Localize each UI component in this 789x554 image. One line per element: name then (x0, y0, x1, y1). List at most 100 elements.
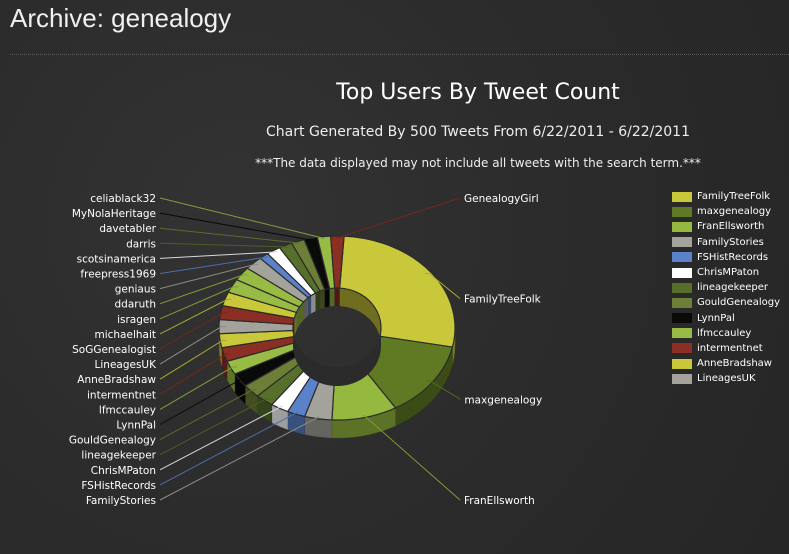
leader-line-fshist-records (159, 411, 299, 486)
legend-label: ChrisMPaton (697, 267, 760, 279)
legend-item-lineages-uk: LineagesUK (672, 371, 780, 386)
slice-label-lynn-pal: LynnPal (116, 420, 156, 432)
legend-swatch (672, 206, 692, 217)
slice-label-freepress1969: freepress1969 (80, 269, 156, 281)
slice-label-celiablack32: celiablack32 (90, 193, 156, 205)
legend-item-family-tree-folk: FamilyTreeFolk (672, 189, 780, 204)
legend-item-fshist-records: FSHistRecords (672, 250, 780, 265)
slice-labels: GenealogyGirl FamilyTreeFolk maxgenealogy F… (69, 193, 542, 507)
legend-label: FSHistRecords (697, 251, 769, 263)
legend-item-lineagekeeper: lineagekeeper (672, 280, 780, 295)
slice-inner-my-nola-heritage (324, 288, 330, 308)
slice-label-intermentnet: intermentnet (87, 389, 156, 401)
slice-family-tree-folk (338, 235, 456, 348)
leader-line-anne-bradshaw (159, 339, 228, 380)
slice-label-lfmccauley: lfmccauley (99, 404, 156, 416)
legend-label: lfmccauley (697, 327, 752, 339)
slice-label-my-nola-heritage: MyNolaHeritage (72, 208, 156, 220)
pie-slices (218, 235, 456, 421)
legend-label: GouldGenealogy (697, 297, 781, 309)
leader-line-isragen (159, 286, 239, 320)
slice-inner-celiablack32 (329, 288, 335, 307)
slice-label-so-ggenealogist: SoGGenealogist (72, 344, 156, 356)
legend-swatch (672, 252, 692, 263)
leader-line-intermentnet (159, 353, 231, 395)
slice-inner-davetabler (320, 289, 325, 310)
pie-side-walls (218, 327, 456, 439)
slice-genealogy-girl (330, 235, 345, 289)
legend-swatch (672, 358, 692, 369)
leader-line-darris (159, 242, 289, 248)
leader-line-lineages-uk (159, 326, 227, 365)
leader-line-family-tree-folk (425, 272, 461, 300)
title-divider (10, 54, 789, 55)
slice-inner-isragen (296, 306, 300, 331)
leader-line-so-ggenealogist (159, 312, 228, 350)
leader-line-genealogy-girl (336, 197, 461, 239)
legend-item-fran-ellsworth: FranEllsworth (672, 219, 780, 234)
leader-line-geniaus (159, 263, 259, 290)
legend-label: AnneBradshaw (697, 358, 772, 370)
slice-label-davetabler: davetabler (99, 223, 156, 235)
leader-line-scotsinamerica (159, 251, 278, 259)
legend-label: FamilyTreeFolk (697, 191, 771, 203)
leader-line-my-nola-heritage (159, 212, 313, 241)
slice-label-michaelhait: michaelhait (94, 329, 156, 341)
legend-swatch (672, 297, 692, 308)
legend-label: intermentnet (697, 342, 763, 354)
legend-label: LynnPal (697, 312, 735, 324)
leader-line-davetabler (159, 227, 301, 244)
slice-label-fran-ellsworth: FranEllsworth (464, 495, 535, 507)
legend-item-lynn-pal: LynnPal (672, 311, 780, 326)
slice-inner-darris (315, 291, 321, 312)
slice-inner-scotsinamerica (311, 293, 316, 314)
slice-label-gould-genealogy: GouldGenealogy (69, 435, 156, 447)
slice-inner-freepress1969 (308, 295, 312, 316)
slice-label-maxgenealogy: maxgenealogy (464, 394, 542, 406)
legend-item-family-stories: FamilyStories (672, 235, 780, 250)
slice-label-genealogy-girl: GenealogyGirl (464, 193, 539, 205)
slice-label-darris: darris (126, 238, 156, 250)
leader-line-gould-genealogy (159, 389, 257, 441)
slice-inner-ddaruth (299, 302, 304, 325)
leader-line-lineagekeeper (159, 398, 269, 456)
leader-line-chris-mpaton (159, 406, 284, 471)
legend-swatch (672, 328, 692, 339)
slice-label-chris-mpaton: ChrisMPaton (91, 465, 156, 477)
chart-legend: FamilyTreeFolk maxgenealogy FranEllsworth F… (672, 189, 780, 386)
legend-label: LineagesUK (697, 373, 756, 385)
legend-label: maxgenealogy (697, 206, 772, 218)
slice-label-lineages-uk: LineagesUK (95, 359, 158, 371)
leader-line-freepress1969 (159, 256, 269, 274)
page-title: Archive: genealogy (10, 3, 232, 33)
slice-label-family-stories: FamilyStories (86, 495, 156, 507)
slice-label-scotsinamerica: scotsinamerica (77, 253, 156, 265)
legend-swatch (672, 282, 692, 293)
legend-label: FamilyStories (697, 236, 764, 248)
legend-label: lineagekeeper (697, 282, 769, 294)
chart-note: ***The data displayed may not include al… (255, 156, 701, 170)
leader-line-celiablack32 (159, 197, 325, 240)
leader-line-maxgenealogy (426, 380, 461, 400)
chart-subtitle: Chart Generated By 500 Tweets From 6/22/… (266, 124, 690, 140)
legend-swatch (672, 343, 692, 354)
legend-item-lfmccauley: lfmccauley (672, 326, 780, 341)
leader-line-lfmccauley (159, 366, 237, 410)
leader-line-michaelhait (159, 298, 232, 335)
legend-label: FranEllsworth (697, 221, 765, 233)
donut-hole (293, 328, 381, 386)
slice-inner-genealogy-girl (334, 288, 340, 307)
legend-item-maxgenealogy: maxgenealogy (672, 204, 780, 219)
leader-line-family-stories (159, 416, 320, 501)
legend-swatch (672, 237, 692, 248)
legend-swatch (672, 267, 692, 278)
leader-line-lynn-pal (159, 378, 246, 425)
chart-title: Top Users By Tweet Count (336, 80, 620, 105)
slice-label-ddaruth: ddaruth (114, 299, 156, 311)
legend-swatch (672, 191, 692, 202)
slice-label-lineagekeeper: lineagekeeper (81, 450, 156, 462)
legend-swatch (672, 313, 692, 324)
legend-item-anne-bradshaw: AnneBradshaw (672, 356, 780, 371)
legend-item-gould-genealogy: GouldGenealogy (672, 295, 780, 310)
